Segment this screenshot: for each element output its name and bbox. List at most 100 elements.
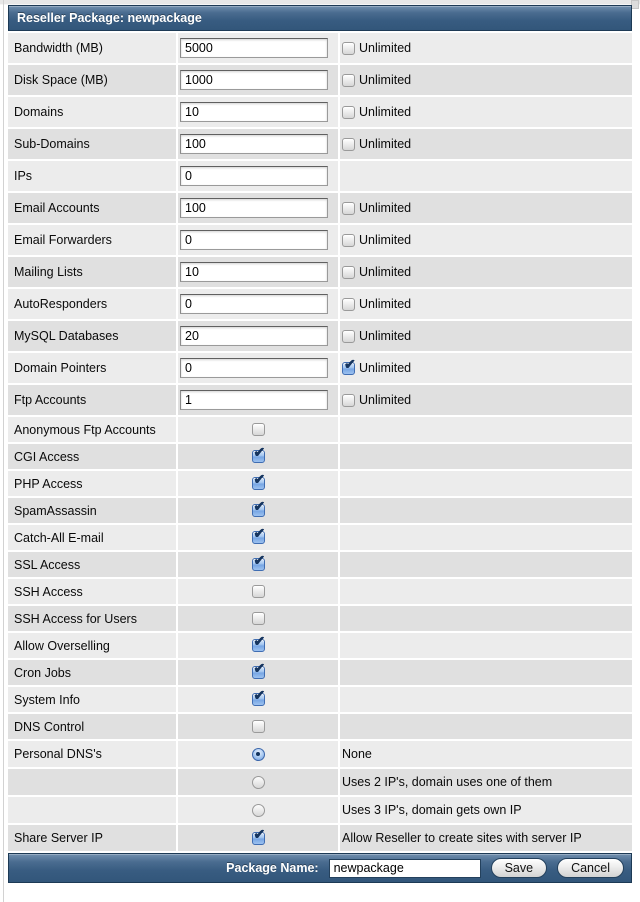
cancel-button[interactable]: Cancel xyxy=(557,858,624,878)
mailing-lists-input[interactable] xyxy=(180,262,328,282)
row-control-cell xyxy=(178,417,338,442)
php-access-checkbox[interactable] xyxy=(251,471,265,490)
unlimited-checkbox-autoresponders[interactable] xyxy=(342,297,355,311)
package-row-anonymous-ftp-accounts: Anonymous Ftp Accounts xyxy=(8,417,632,442)
row-control-cell xyxy=(178,552,338,577)
save-button[interactable]: Save xyxy=(490,858,548,878)
cron-jobs-checkbox[interactable] xyxy=(251,660,265,679)
package-row-system-info: System Info xyxy=(8,687,632,712)
package-row-spamassassin: SpamAssassin xyxy=(8,498,632,523)
row-control-cell xyxy=(178,660,338,685)
row-control-cell xyxy=(178,579,338,604)
package-row-mysql-databases: MySQL Databases Unlimited xyxy=(8,321,632,351)
autoresponders-input[interactable] xyxy=(180,294,328,314)
email-forwarders-input[interactable] xyxy=(180,230,328,250)
row-extra-cell xyxy=(340,606,632,631)
page-left-border xyxy=(3,0,4,902)
row-control-cell xyxy=(178,444,338,469)
row-label-domains: Domains xyxy=(8,97,176,127)
row-label-ftp-accounts: Ftp Accounts xyxy=(8,385,176,415)
anonymous-ftp-accounts-checkbox[interactable] xyxy=(251,423,265,436)
email-accounts-input[interactable] xyxy=(180,198,328,218)
ssh-access-for-users-checkbox[interactable] xyxy=(251,612,265,625)
row-extra-cell xyxy=(340,161,632,191)
row-control-cell xyxy=(178,687,338,712)
row-control-cell xyxy=(178,257,338,287)
dns-control-checkbox[interactable] xyxy=(251,720,265,733)
row-extra-cell xyxy=(340,444,632,469)
package-row-domains: Domains Unlimited xyxy=(8,97,632,127)
row-control-cell xyxy=(178,525,338,550)
package-row-mailing-lists: Mailing Lists Unlimited xyxy=(8,257,632,287)
row-control-cell xyxy=(178,741,338,767)
row-control-cell xyxy=(178,471,338,496)
row-control-cell xyxy=(178,129,338,159)
ips-input[interactable] xyxy=(180,166,328,186)
row-extra-cell: Unlimited xyxy=(340,33,632,63)
unlimited-checkbox-sub-domains[interactable] xyxy=(342,137,355,151)
row-control-cell xyxy=(178,193,338,223)
domains-input[interactable] xyxy=(180,102,328,122)
row-control-cell xyxy=(178,33,338,63)
unlimited-checkbox-mysql-databases[interactable] xyxy=(342,329,355,343)
unlimited-checkbox-domain-pointers[interactable] xyxy=(342,356,356,375)
row-label-share-server-ip: Share Server IP xyxy=(8,825,176,851)
package-name-input[interactable] xyxy=(328,858,481,878)
page-top-edge xyxy=(0,0,640,5)
personal-dns-radio-none[interactable] xyxy=(251,747,265,761)
row-extra-cell xyxy=(340,471,632,496)
unlimited-checkbox-ftp-accounts[interactable] xyxy=(342,393,355,407)
row-extra-cell: Unlimited xyxy=(340,257,632,287)
row-label-ips: IPs xyxy=(8,161,176,191)
unlimited-checkbox-email-forwarders[interactable] xyxy=(342,233,355,247)
row-control-cell xyxy=(178,714,338,739)
allow-overselling-checkbox[interactable] xyxy=(251,633,265,652)
ssl-access-checkbox[interactable] xyxy=(251,552,265,571)
cgi-access-checkbox[interactable] xyxy=(251,444,265,463)
row-extra-cell xyxy=(340,687,632,712)
row-label-dns-option xyxy=(8,769,176,795)
spamassassin-checkbox[interactable] xyxy=(251,498,265,517)
row-label-bandwidth-mb: Bandwidth (MB) xyxy=(8,33,176,63)
unlimited-label: Unlimited xyxy=(359,297,412,311)
catch-all-e-mail-checkbox[interactable] xyxy=(251,525,265,544)
domain-pointers-input[interactable] xyxy=(180,358,328,378)
unlimited-checkbox-mailing-lists[interactable] xyxy=(342,265,355,279)
row-extra-cell xyxy=(340,579,632,604)
row-control-cell xyxy=(178,385,338,415)
unlimited-checkbox-bandwidth-mb[interactable] xyxy=(342,41,355,55)
row-label-cron-jobs: Cron Jobs xyxy=(8,660,176,685)
unlimited-checkbox-email-accounts[interactable] xyxy=(342,201,355,215)
package-row-allow-overselling: Allow Overselling xyxy=(8,633,632,658)
unlimited-label: Unlimited xyxy=(359,137,412,151)
unlimited-label: Unlimited xyxy=(359,393,412,407)
system-info-checkbox[interactable] xyxy=(251,687,265,706)
personal-dns-radio-uses-2-ip-s-domain-uses-one-of-them[interactable] xyxy=(251,775,265,789)
row-extra-cell: Unlimited xyxy=(340,193,632,223)
ftp-accounts-input[interactable] xyxy=(180,390,328,410)
unlimited-checkbox-disk-space-mb[interactable] xyxy=(342,73,355,87)
row-control-cell xyxy=(178,65,338,95)
bandwidth-mb-input[interactable] xyxy=(180,38,328,58)
package-row-personal-dns-s: Personal DNS's None xyxy=(8,741,632,767)
unlimited-checkbox-domains[interactable] xyxy=(342,105,355,119)
row-extra-cell xyxy=(340,714,632,739)
row-control-cell xyxy=(178,353,338,383)
package-row-php-access: PHP Access xyxy=(8,471,632,496)
mysql-databases-input[interactable] xyxy=(180,326,328,346)
row-label-mysql-databases: MySQL Databases xyxy=(8,321,176,351)
disk-space-mb-input[interactable] xyxy=(180,70,328,90)
row-label-php-access: PHP Access xyxy=(8,471,176,496)
row-extra-cell: Unlimited xyxy=(340,321,632,351)
personal-dns-radio-uses-3-ip-s-domain-gets-own-ip[interactable] xyxy=(251,803,265,817)
package-row-dns-option: Uses 2 IP's, domain uses one of them xyxy=(8,769,632,795)
ssh-access-checkbox[interactable] xyxy=(251,585,265,598)
share-server-ip-checkbox[interactable] xyxy=(251,826,265,845)
unlimited-label: Unlimited xyxy=(359,41,412,55)
unlimited-label: Unlimited xyxy=(359,201,412,215)
row-label-dns-control: DNS Control xyxy=(8,714,176,739)
sub-domains-input[interactable] xyxy=(180,134,328,154)
package-row-ftp-accounts: Ftp Accounts Unlimited xyxy=(8,385,632,415)
row-extra-cell xyxy=(340,633,632,658)
row-control-cell xyxy=(178,225,338,255)
